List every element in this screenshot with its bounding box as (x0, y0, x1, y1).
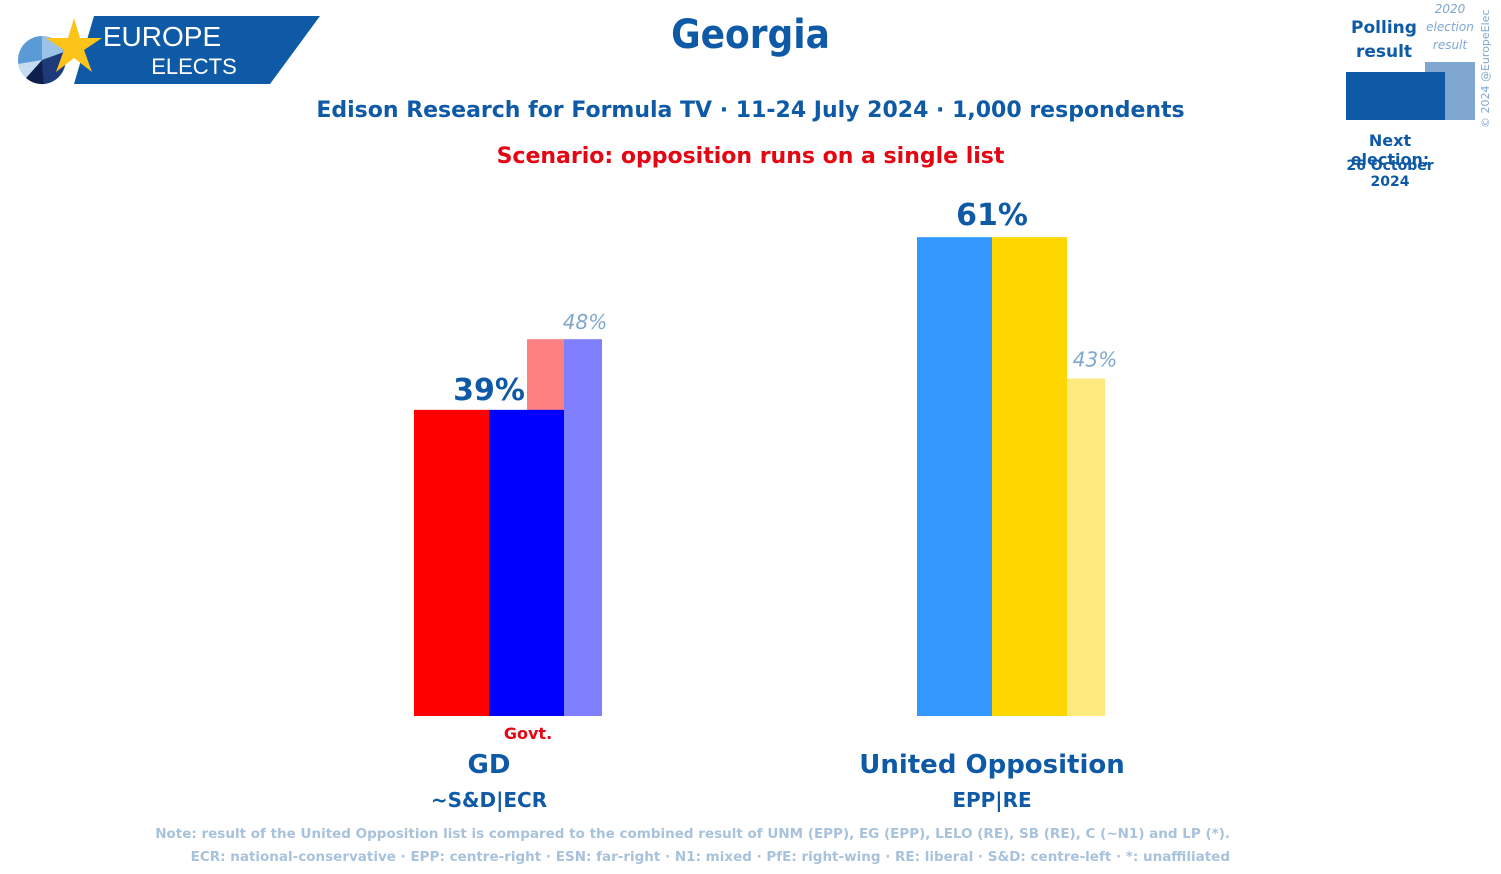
europe-elects-logo: EUROPE ELECTS (18, 16, 320, 85)
star-icon (46, 18, 102, 72)
copyright-text: © 2024 @EuropeElects (1479, 10, 1492, 128)
bar-gd-current-blue (489, 409, 564, 716)
value-label-gd: 39% (453, 373, 525, 408)
party-group-united-opposition: EPP|RE (952, 788, 1032, 812)
legend-prev-line2: election (1426, 20, 1474, 34)
party-name-united-opposition: United Opposition (859, 750, 1125, 780)
legend-polling-swatch (1346, 72, 1445, 120)
pie-icon (18, 36, 66, 85)
legend-prev-line3: result (1432, 38, 1468, 52)
logo-text-elects: ELECTS (151, 54, 237, 79)
bar-uo-current-yellow (992, 237, 1067, 716)
legend-polling-line2: result (1355, 42, 1413, 62)
bar-uo-current-blue (917, 237, 992, 716)
next-election-date: 26 October 2024 (1346, 158, 1434, 190)
govt-marker: Govt. (503, 724, 553, 743)
page-title: Georgia (671, 12, 830, 58)
scenario-text: Scenario: opposition runs on a single li… (496, 144, 1005, 169)
poll-subtitle: Edison Research for Formula TV · 11-24 J… (316, 98, 1185, 123)
legend: Polling result 2020 election result Next… (1330, 0, 1501, 190)
next-election-label: Next election: (1350, 131, 1430, 169)
logo-banner (74, 16, 320, 84)
note-line-1: Note: result of the United Opposition li… (155, 826, 1230, 842)
bar-gd-prev-blue (564, 339, 602, 716)
logo-text-europe: EUROPE (103, 21, 221, 52)
bar-uo-prev-yellow (1067, 378, 1105, 716)
party-group-gd: ~S&D|ECR (430, 788, 548, 812)
copyright-label: © 2024 @EuropeElects (1479, 10, 1492, 128)
bar-gd-current-red (414, 409, 489, 716)
legend-polling-line1: Polling (1351, 18, 1417, 38)
value-label-united-opposition: 61% (956, 198, 1028, 233)
bars-group (414, 237, 1105, 716)
prev-label-gd: 48% (563, 310, 607, 334)
legend-polling-label: Polling result (1336, 16, 1432, 64)
prev-label-united-opposition: 43% (1073, 347, 1117, 371)
legend-prev-label: 2020 election result (1424, 0, 1476, 54)
party-name-gd: GD (467, 750, 511, 780)
bar-chart: 39% 61% 48% 43% (414, 198, 1117, 716)
note-line-2: ECR: national-conservative · EPP: centre… (190, 849, 1230, 865)
legend-prev-line1: 2020 (1434, 2, 1466, 16)
